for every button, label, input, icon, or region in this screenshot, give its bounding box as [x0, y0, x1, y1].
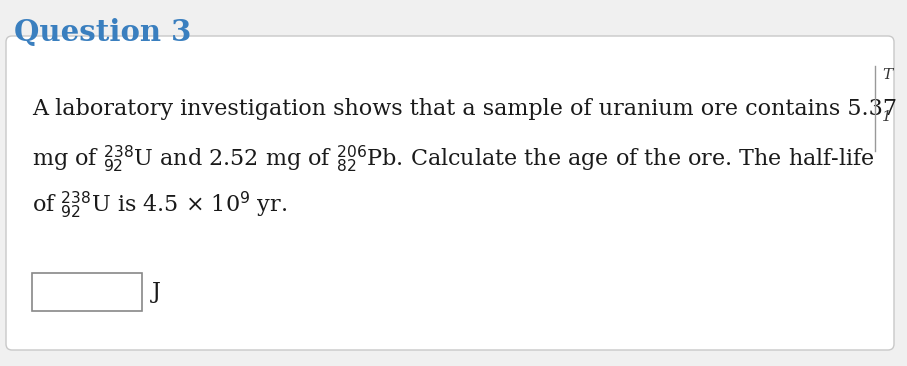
Text: mg of $^{238}_{92}$U and 2.52 mg of $^{206}_{82}$Pb. Calculate the age of the or: mg of $^{238}_{92}$U and 2.52 mg of $^{2…	[32, 144, 875, 175]
Text: A laboratory investigation shows that a sample of uranium ore contains 5.37: A laboratory investigation shows that a …	[32, 98, 897, 120]
Text: of $^{238}_{92}$U is 4.5 × 10$^{9}$ yr.: of $^{238}_{92}$U is 4.5 × 10$^{9}$ yr.	[32, 190, 288, 221]
Text: 1: 1	[882, 110, 892, 124]
Text: Question 3: Question 3	[14, 18, 191, 47]
FancyBboxPatch shape	[32, 273, 142, 311]
FancyBboxPatch shape	[6, 36, 894, 350]
Text: J: J	[152, 281, 161, 303]
Text: T: T	[882, 68, 892, 82]
